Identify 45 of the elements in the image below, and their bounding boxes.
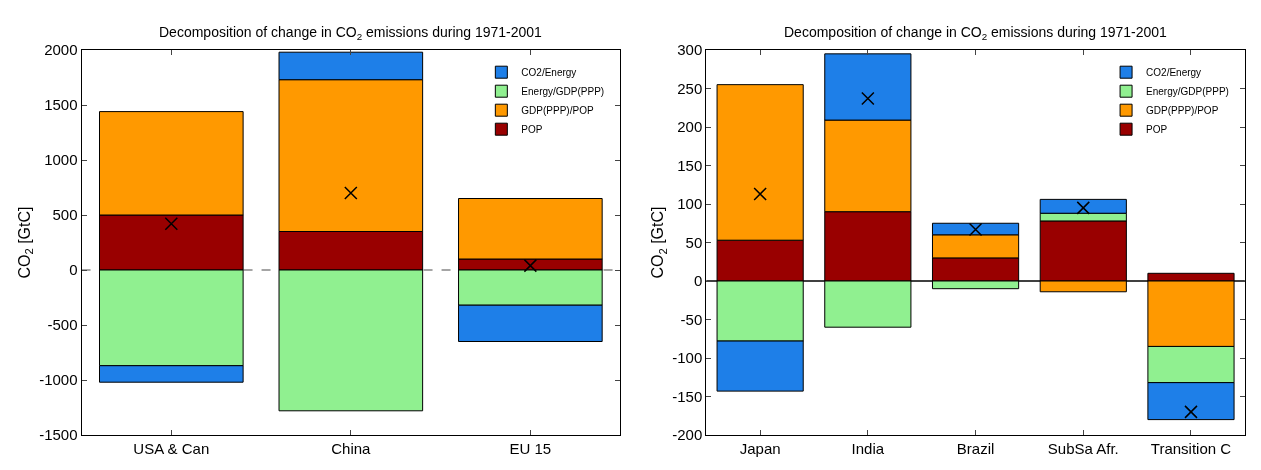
point [861,91,875,106]
y-tick-label: 0 [693,272,703,290]
y-tick-label: 0 [69,261,78,279]
y-tick-label: 1500 [44,96,78,114]
y-tick-label: 250 [677,79,703,97]
x-tick-label: USA & Can [133,440,210,457]
point [753,187,767,201]
y-tick-label: -50 [680,310,703,328]
point [164,217,179,231]
y-tick-label: 300 [677,41,703,59]
y-tick-label: 1000 [44,151,78,169]
chart-title: Decomposition of change in CO$_{2}$ emissions during 1971-2001 [159,24,543,42]
x-tick-label: China [331,440,372,457]
point [344,186,358,200]
legend-label: GDP(PPP)/POP [521,105,594,117]
legend-label: GDP(PPP)/POP [1146,105,1219,117]
point [1076,201,1091,215]
x-tick-label: SubSa Afr. [1047,440,1119,457]
legend-label: POP [1146,124,1168,136]
y-tick-label: -1500 [39,426,78,444]
chart-title: Decomposition of change in CO$_{2}$ emissions during 1971-2001 [784,24,1168,42]
y-tick-label: 200 [677,118,703,136]
legend-label: POP [521,124,543,136]
y-tick-label: 500 [52,206,78,224]
y-tick-label: 100 [677,195,703,213]
legend-label: CO2/Energy [521,67,577,79]
y-tick-label: 2000 [44,41,78,59]
y-tick-label: -100 [672,349,703,367]
x-tick-label: Brazil [956,440,995,457]
y-tick-label: -1000 [39,371,78,389]
point [523,258,538,273]
legend-label: Energy/GDP(PPP) [1146,86,1229,98]
legend-label: CO2/Energy [1146,67,1202,79]
x-tick-label: Transition C [1150,440,1232,457]
y-tick-label: -150 [672,387,703,405]
y-tick-label: 150 [677,156,703,174]
y-tick-label: -500 [47,316,78,334]
x-tick-label: India [851,440,885,457]
y-tick-label: -200 [672,426,703,444]
legend-label: Energy/GDP(PPP) [521,86,605,98]
x-tick-label: Japan [739,440,781,457]
point [968,222,983,237]
point [1184,405,1198,419]
y-tick-label: 50 [685,233,703,251]
x-tick-label: EU 15 [509,440,552,457]
